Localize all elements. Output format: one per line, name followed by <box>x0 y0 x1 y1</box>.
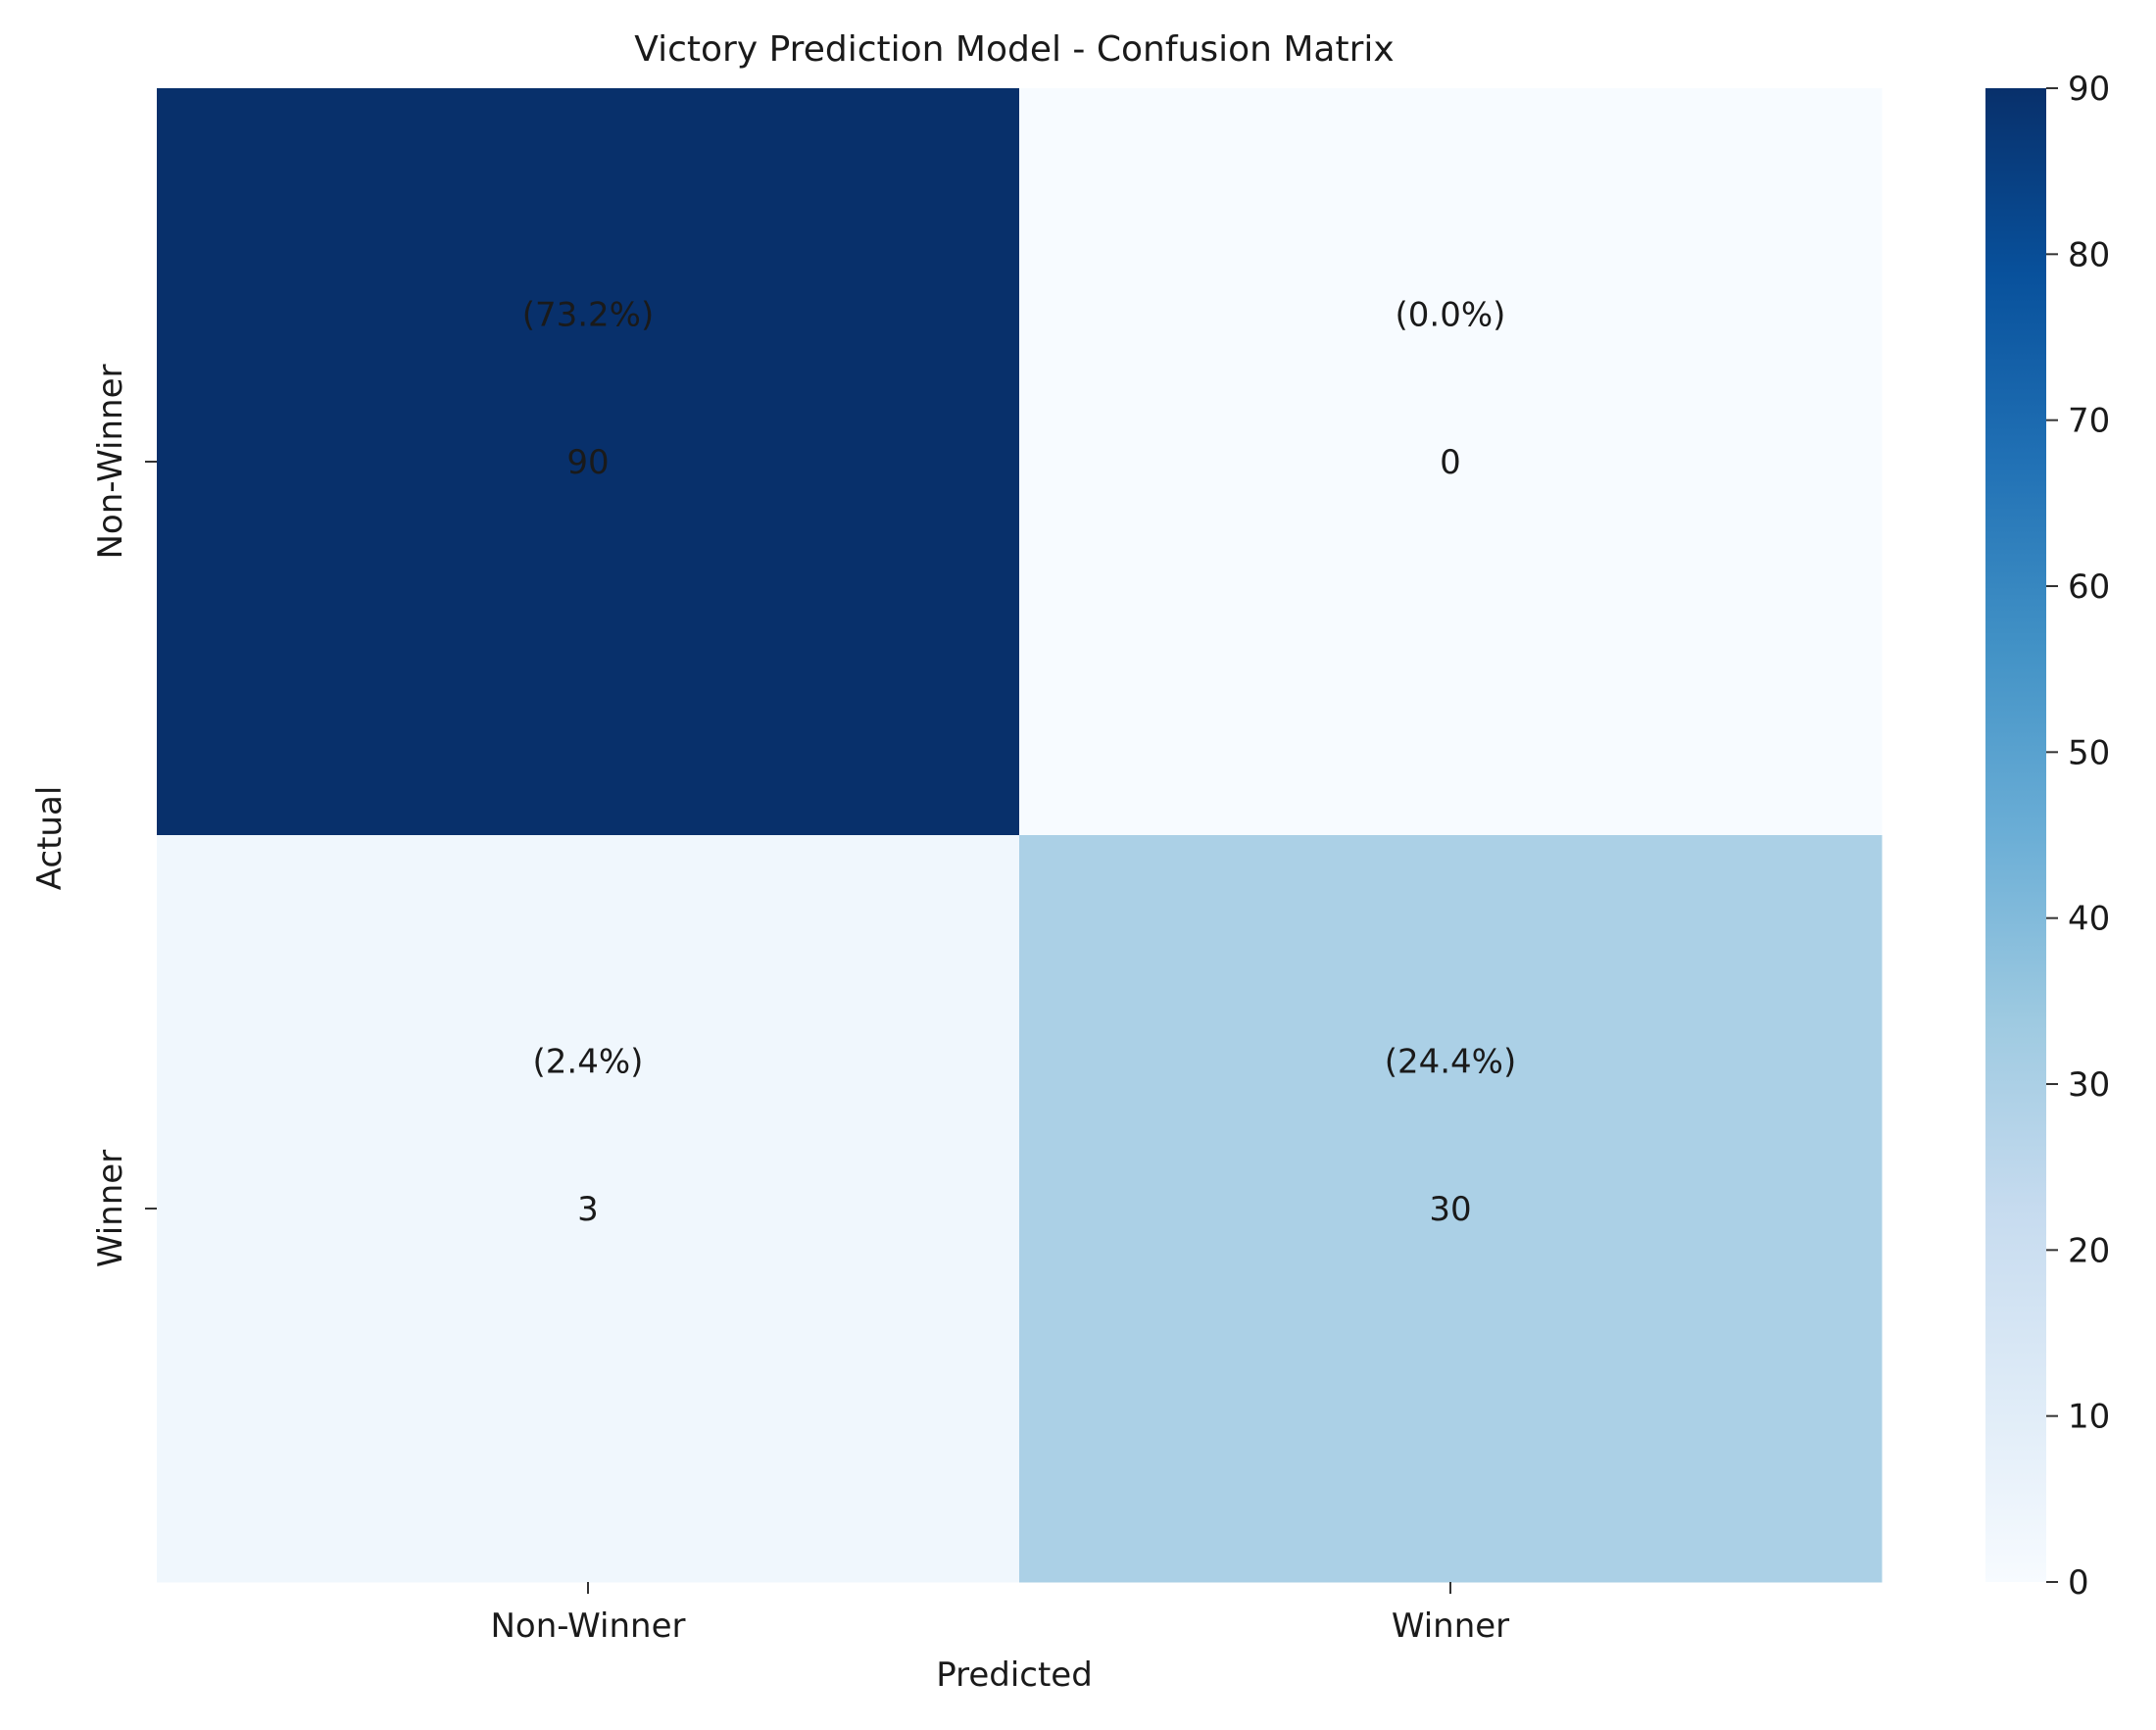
heatmap-cell <box>157 835 1020 1583</box>
colorbar-tick-label: 80 <box>2068 235 2110 274</box>
colorbar-tick-label: 30 <box>2068 1065 2110 1105</box>
x-axis-label: Predicted <box>936 1656 1093 1695</box>
colorbar-tick-label: 60 <box>2068 568 2110 607</box>
y-axis: Non-Winner Winner <box>91 364 157 1267</box>
colorbar-gradient <box>1985 88 2046 1582</box>
y-tick-label: Non-Winner <box>91 364 130 559</box>
x-tick-label: Non-Winner <box>491 1606 686 1646</box>
colorbar-ticks: 0 10 20 30 40 50 60 70 80 90 <box>2046 70 2110 1603</box>
colorbar-tick-label: 90 <box>2068 70 2110 109</box>
cell-percent-label: (2.4%) <box>533 1042 644 1081</box>
cell-percent-label: (24.4%) <box>1385 1042 1517 1081</box>
colorbar-tick-label: 50 <box>2068 733 2110 772</box>
heatmap-cells <box>157 88 1883 1583</box>
colorbar-tick-label: 40 <box>2068 900 2110 939</box>
cell-percent-label: (73.2%) <box>522 295 655 334</box>
y-tick-label: Winner <box>91 1150 130 1267</box>
cell-percent-label: (0.0%) <box>1396 295 1506 334</box>
heatmap-cell <box>157 88 1020 836</box>
cell-count-label: 0 <box>1440 443 1461 482</box>
cell-count-label: 3 <box>577 1190 599 1229</box>
colorbar-tick-label: 20 <box>2068 1231 2110 1270</box>
colorbar-tick-label: 70 <box>2068 402 2110 441</box>
x-tick-label: Winner <box>1392 1606 1509 1646</box>
cell-count-label: 30 <box>1429 1190 1471 1229</box>
chart-title: Victory Prediction Model - Confusion Mat… <box>634 29 1394 70</box>
colorbar-tick-label: 0 <box>2068 1563 2089 1603</box>
y-axis-label: Actual <box>30 786 70 891</box>
heatmap-cell-labels: (73.2%) 90 (0.0%) 0 (2.4%) 3 (24.4%) 30 <box>522 295 1517 1229</box>
heatmap-cell <box>1019 88 1883 836</box>
cell-count-label: 90 <box>566 443 609 482</box>
colorbar-tick-label: 10 <box>2068 1398 2110 1437</box>
colorbar: 0 10 20 30 40 50 60 70 80 90 <box>1985 70 2110 1603</box>
x-axis: Non-Winner Winner <box>491 1582 1509 1646</box>
heatmap-cell <box>1019 835 1883 1583</box>
